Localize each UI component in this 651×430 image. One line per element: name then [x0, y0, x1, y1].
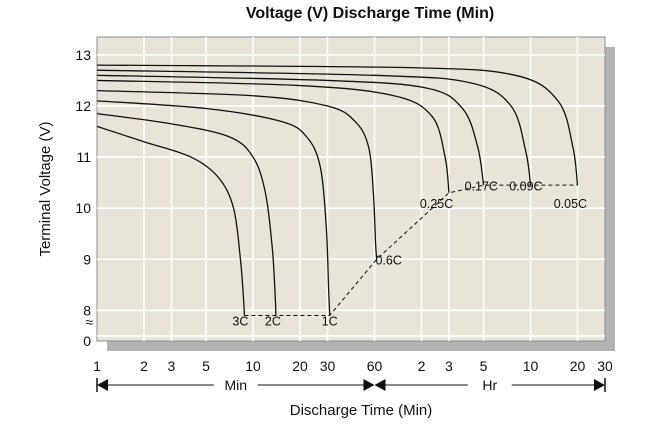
series-line-0_17C — [96, 74, 485, 186]
series-line-2C — [96, 112, 277, 316]
chart-title: Voltage (V) Discharge Time (Min) — [246, 5, 494, 22]
end-voltage-line — [244, 184, 578, 316]
x-tick-label: 1 — [93, 358, 101, 374]
curve-label: 1C — [322, 315, 338, 329]
y-tick-label: 10 — [75, 200, 91, 216]
series-line-3C — [96, 125, 246, 316]
series-line-0_25C — [96, 79, 450, 193]
x-tick-label: 30 — [320, 358, 336, 374]
x-tick-label: 3 — [168, 358, 176, 374]
x-tick-label: 30 — [597, 358, 613, 374]
curve-label: 2C — [265, 315, 281, 329]
series-line-1C — [96, 100, 331, 316]
range-arrow-left — [97, 379, 108, 391]
series-line-0_6C — [96, 90, 378, 260]
x-tick-label: 20 — [292, 358, 308, 374]
x-tick-label: 60 — [367, 358, 383, 374]
curve-label: 0.6C — [375, 253, 401, 267]
range-arrow-left — [374, 379, 386, 391]
axis-break-symbol: ≈ — [85, 314, 93, 330]
y-axis-label: Terminal Voltage (V) — [37, 121, 54, 256]
y-tick-label: 13 — [75, 47, 91, 63]
range-label-min: Min — [224, 377, 247, 393]
range-label-hr: Hr — [482, 377, 497, 393]
x-tick-label: 2 — [140, 358, 148, 374]
range-arrow-right — [363, 379, 375, 391]
y-tick-label: 9 — [83, 251, 91, 267]
curve-label: 0.09C — [509, 179, 542, 193]
y-tick-label: 8 — [83, 302, 91, 318]
x-tick-label: 2 — [418, 358, 426, 374]
y-tick-label: 0 — [83, 333, 91, 349]
series-line-0_05C — [96, 64, 579, 186]
x-tick-label: 3 — [445, 358, 453, 374]
x-tick-label: 20 — [570, 358, 586, 374]
x-axis-label: Discharge Time (Min) — [290, 402, 433, 419]
x-tick-label: 5 — [202, 358, 210, 374]
curve-label: 0.17C — [465, 179, 498, 193]
series-line-0_09C — [96, 69, 532, 186]
curve-label: 0.05C — [554, 197, 587, 211]
range-arrow-right — [594, 379, 605, 391]
curve-label: 0.25C — [420, 197, 453, 211]
y-tick-label: 12 — [75, 98, 91, 114]
x-tick-label: 5 — [480, 358, 488, 374]
plot-area — [96, 36, 606, 342]
curve-label: 3C — [232, 315, 248, 329]
y-tick-label: 11 — [76, 149, 91, 165]
x-tick-label: 10 — [523, 358, 539, 374]
x-tick-label: 10 — [245, 358, 261, 374]
